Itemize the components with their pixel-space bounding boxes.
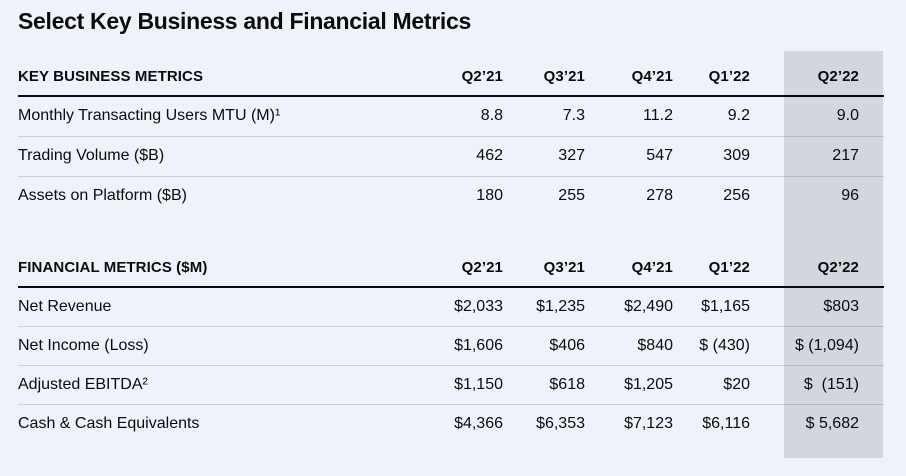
- metric-value: $1,606: [398, 325, 503, 365]
- sections-container: KEY BUSINESS METRICS Q2’21 Q3’21 Q4’21 Q1’22…: [18, 50, 884, 443]
- table-row: Monthly Transacting Users MTU (M)¹ 8.8 7.3…: [18, 96, 884, 136]
- metrics-table: FINANCIAL METRICS ($M) Q2’21 Q3’21 Q4’21 Q1’…: [18, 241, 884, 443]
- column-header: Q4’21: [585, 241, 673, 288]
- metric-value: $618: [503, 364, 585, 404]
- metric-value: $7,123: [585, 403, 673, 443]
- row-label: Monthly Transacting Users MTU (M)¹: [18, 107, 281, 125]
- table-row: Net Revenue $2,033 $1,235 $2,490 $1,165 $803: [18, 287, 884, 326]
- metric-value: $20: [673, 364, 750, 404]
- column-header: Q2’21: [398, 50, 503, 97]
- metric-value: 256: [673, 175, 750, 216]
- metric-value-highlighted: $803: [823, 297, 859, 315]
- metrics-tables: KEY BUSINESS METRICS Q2’21 Q3’21 Q4’21 Q1’22…: [18, 50, 884, 458]
- metric-value-highlighted: $ (151): [750, 364, 884, 404]
- table-row: Trading Volume ($B) 462 327 547 309 217: [18, 135, 884, 176]
- metric-value: 278: [585, 175, 673, 216]
- metric-value: $ (430): [673, 325, 750, 365]
- column-header: Q3’21: [503, 241, 585, 288]
- table-row: Net Income (Loss) $1,606 $406 $840 $ (430) $ …: [18, 325, 884, 365]
- column-header: Q2’21: [398, 241, 503, 288]
- row-label: Adjusted EBITDA²: [18, 364, 398, 404]
- metric-value: 9.2: [727, 107, 750, 125]
- metric-value: $2,033: [454, 297, 503, 315]
- column-header: Q1’22: [673, 50, 750, 97]
- metric-value: $1,150: [398, 364, 503, 404]
- metric-value-highlighted: 96: [750, 175, 884, 216]
- row-label: Net Revenue: [18, 297, 112, 315]
- metric-value: 8.8: [480, 107, 503, 125]
- table-row: Assets on Platform ($B) 180 255 278 256 96: [18, 175, 884, 216]
- row-label: Trading Volume ($B): [18, 135, 398, 176]
- metric-value: $1,205: [585, 364, 673, 404]
- section-header: FINANCIAL METRICS ($M): [18, 241, 398, 288]
- metric-value-highlighted: $ (1,094): [750, 325, 884, 365]
- column-header: Q3’21: [503, 50, 585, 97]
- table-row: Cash & Cash Equivalents $4,366 $6,353 $7,12…: [18, 403, 884, 443]
- row-label: Assets on Platform ($B): [18, 175, 398, 216]
- header-row: KEY BUSINESS METRICS Q2’21 Q3’21 Q4’21 Q1’22…: [18, 50, 884, 97]
- metric-value: $6,116: [673, 403, 750, 443]
- metric-value: 309: [673, 135, 750, 176]
- row-label: Net Income (Loss): [18, 325, 398, 365]
- metric-value-highlighted: $ 5,682: [750, 403, 884, 443]
- metric-value: $406: [503, 325, 585, 365]
- metric-value: 547: [585, 135, 673, 176]
- metric-value: $2,490: [624, 297, 673, 315]
- metric-value-highlighted: 217: [750, 135, 884, 176]
- metric-value: $6,353: [503, 403, 585, 443]
- metric-value: 255: [503, 175, 585, 216]
- section-header: KEY BUSINESS METRICS: [18, 50, 398, 97]
- column-header-highlighted: Q2’22: [750, 241, 884, 288]
- column-header: Q1’22: [673, 241, 750, 288]
- row-label: Cash & Cash Equivalents: [18, 403, 398, 443]
- metric-value: $1,235: [536, 297, 585, 315]
- column-header-highlighted: Q2’22: [750, 50, 884, 97]
- header-row: FINANCIAL METRICS ($M) Q2’21 Q3’21 Q4’21 Q1’…: [18, 241, 884, 288]
- table-row: Adjusted EBITDA² $1,150 $618 $1,205 $20 $ (15…: [18, 364, 884, 404]
- metric-value-highlighted: 9.0: [836, 107, 859, 125]
- metric-value: 7.3: [562, 107, 585, 125]
- metric-value: $1,165: [701, 297, 750, 315]
- metric-value: 327: [503, 135, 585, 176]
- column-header: Q4’21: [585, 50, 673, 97]
- metrics-table: KEY BUSINESS METRICS Q2’21 Q3’21 Q4’21 Q1’22…: [18, 50, 884, 216]
- page-title: Select Key Business and Financial Metric…: [18, 8, 471, 34]
- metric-value: $4,366: [398, 403, 503, 443]
- metric-value: 180: [398, 175, 503, 216]
- metric-value: $840: [585, 325, 673, 365]
- metric-value: 11.2: [643, 107, 673, 125]
- metric-value: 462: [398, 135, 503, 176]
